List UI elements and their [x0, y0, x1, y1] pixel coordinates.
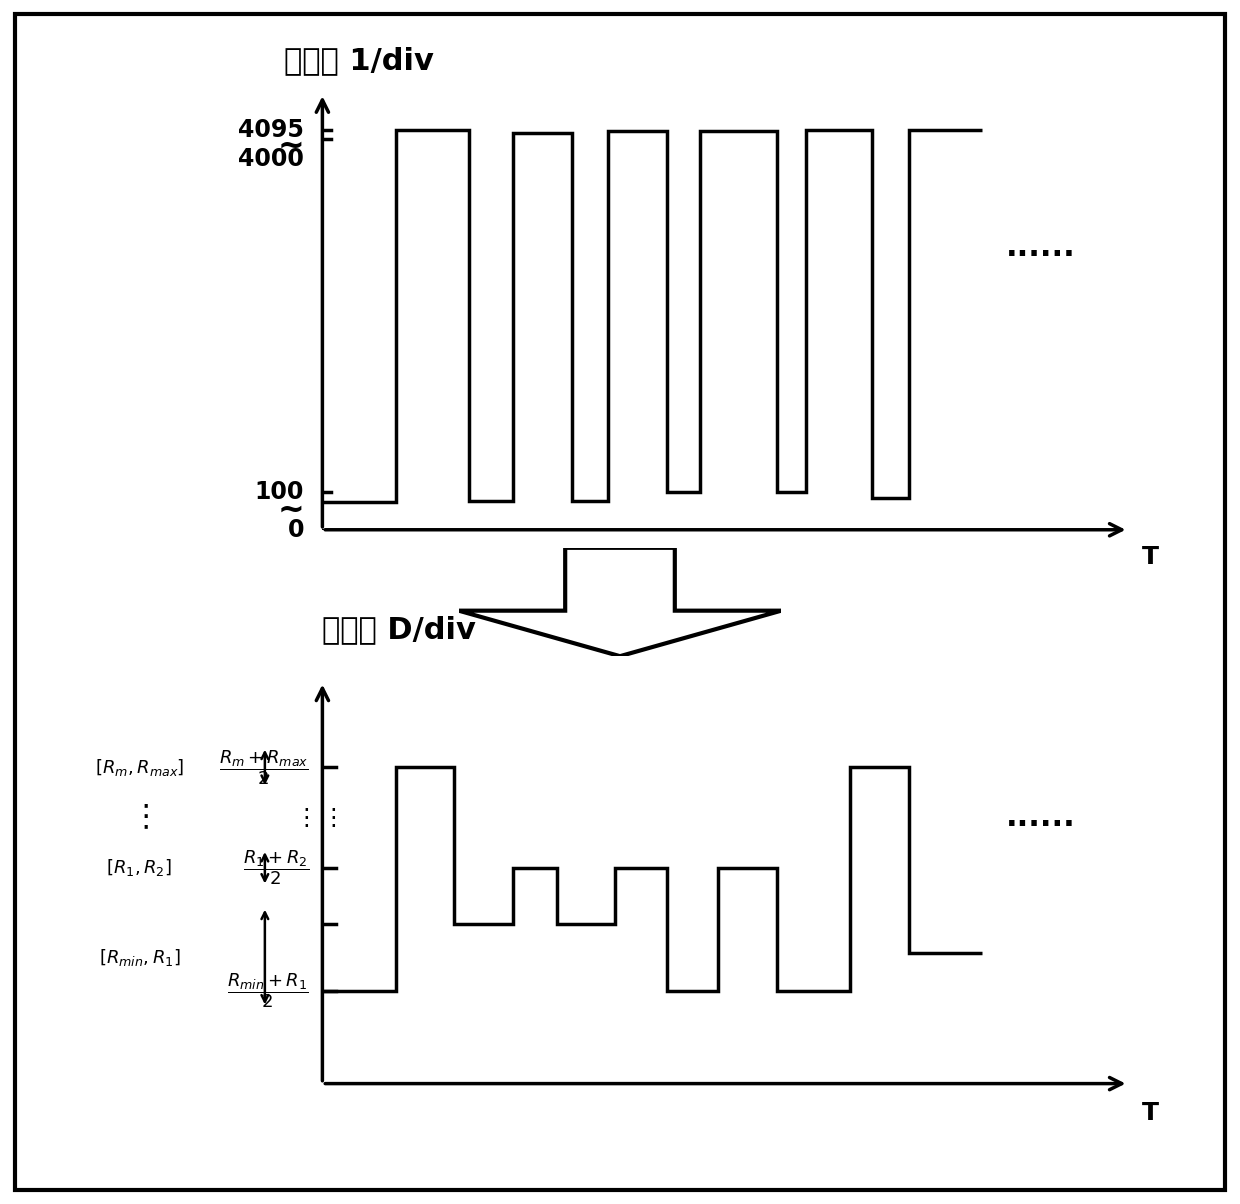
Text: $\dfrac{R_1 + R_2}{2}$: $\dfrac{R_1 + R_2}{2}$ [243, 849, 309, 887]
Text: T: T [1142, 545, 1159, 569]
Text: 4095: 4095 [238, 118, 304, 142]
Text: ~: ~ [278, 495, 304, 525]
Text: $\vdots$: $\vdots$ [321, 805, 336, 830]
Text: $\dfrac{R_{min} + R_1}{2}$: $\dfrac{R_{min} + R_1}{2}$ [227, 972, 309, 1010]
Text: ......: ...... [1006, 803, 1075, 832]
Text: $[R_{min},R_1]$: $[R_{min},R_1]$ [99, 946, 180, 968]
Text: ~: ~ [278, 130, 304, 161]
Text: $\vdots$: $\vdots$ [130, 803, 149, 832]
Text: ......: ...... [1006, 234, 1075, 262]
Text: 0: 0 [288, 518, 304, 542]
Text: 4000: 4000 [238, 147, 304, 171]
Text: $[R_1,R_2]$: $[R_1,R_2]$ [107, 857, 172, 878]
Text: $\dfrac{R_m + R_{max}}{2}$: $\dfrac{R_m + R_{max}}{2}$ [219, 748, 309, 786]
Text: 原幅度 1/div: 原幅度 1/div [284, 46, 434, 75]
Text: $\vdots$: $\vdots$ [294, 805, 309, 830]
Text: $[R_m,R_{max}]$: $[R_m,R_{max}]$ [94, 757, 184, 778]
Text: 現幅度 D/div: 現幅度 D/div [322, 615, 476, 644]
Text: 100: 100 [254, 480, 304, 504]
Text: T: T [1142, 1102, 1159, 1126]
Polygon shape [459, 548, 781, 656]
